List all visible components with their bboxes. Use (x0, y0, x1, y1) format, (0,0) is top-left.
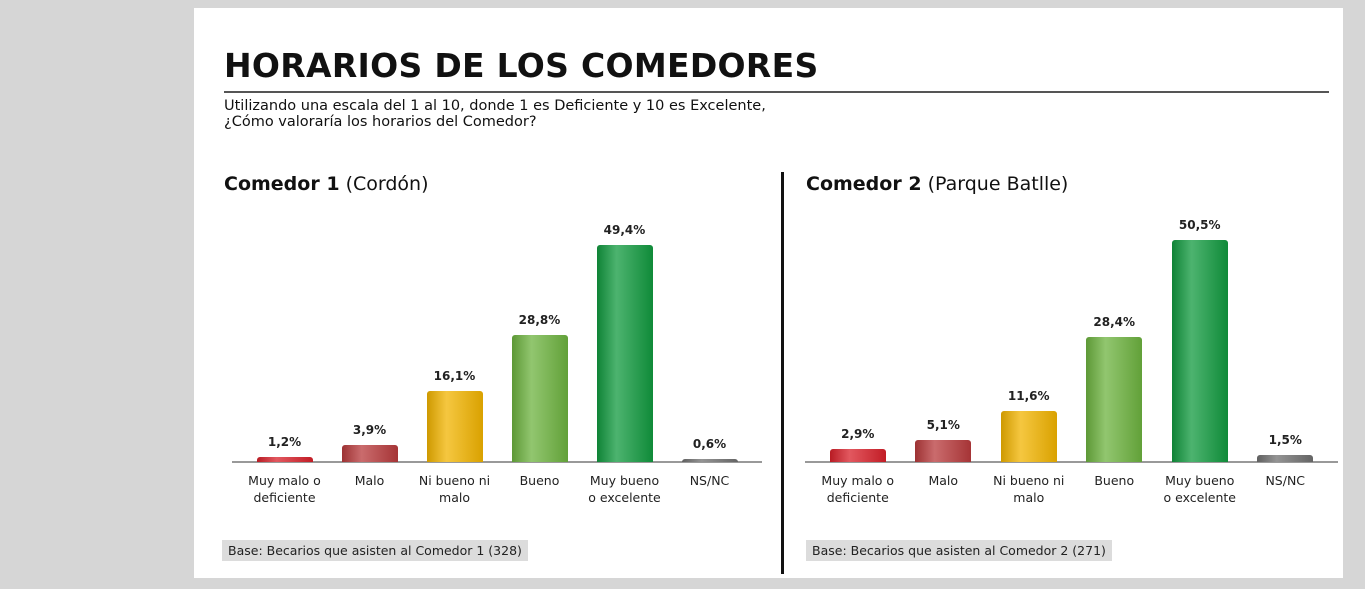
value-label: 28,8% (518, 313, 561, 328)
category-label: Muy bueno o excelente (1163, 473, 1236, 505)
chart-title-group: Comedor 2 (Parque Batlle) (806, 173, 1068, 195)
value-label: 5,1% (926, 417, 960, 432)
value-label: 49,4% (603, 222, 646, 237)
chart-title-group: Comedor 1 (Cordón) (224, 173, 429, 195)
bar (341, 444, 398, 463)
category-label: NS/NC (1265, 473, 1306, 488)
base-note: Base: Becarios que asisten al Comedor 2 … (806, 540, 1112, 561)
value-label: 28,4% (1093, 315, 1136, 330)
bar (426, 391, 483, 462)
category-label: Muy bueno o excelente (588, 473, 661, 505)
title-rule (224, 91, 1329, 93)
bar (1171, 239, 1228, 463)
value-label: 1,2% (267, 434, 302, 449)
value-label: 1,5% (1268, 433, 1302, 448)
bar (915, 439, 972, 463)
subtitle-line: Utilizando una escala del 1 al 10, donde… (224, 98, 766, 114)
category-label: Malo (354, 473, 385, 488)
category-label: Malo (928, 473, 959, 488)
divider (781, 172, 784, 574)
bar (596, 244, 653, 463)
chart-title: Comedor 2 (806, 173, 922, 195)
value-label: 16,1% (433, 369, 476, 384)
baseline (232, 461, 762, 463)
bar (681, 459, 738, 463)
value-label: 0,6% (692, 437, 727, 451)
bar (256, 456, 313, 463)
bar (1086, 337, 1143, 462)
chart-subtitle: (Cordón) (345, 173, 429, 195)
value-label: 11,6% (1007, 388, 1050, 403)
bar (829, 449, 886, 462)
category-label: Muy malo o deficiente (248, 473, 321, 505)
bar (1257, 455, 1314, 462)
page-title: HORARIOS DE LOS COMEDORES (224, 46, 819, 85)
category-label: Bueno (519, 473, 560, 488)
baseline (805, 461, 1338, 463)
chart-subtitle: (Parque Batlle) (927, 173, 1069, 195)
category-label: Muy malo o deficiente (821, 473, 895, 505)
chart-title: Comedor 1 (224, 173, 340, 195)
value-label: 3,9% (352, 422, 387, 437)
value-label: 50,5% (1178, 217, 1221, 232)
bar (511, 335, 568, 462)
base-note: Base: Becarios que asisten al Comedor 1 … (222, 540, 528, 561)
bar (1000, 410, 1057, 463)
value-label: 2,9% (841, 427, 875, 442)
category-label: Ni bueno ni malo (993, 473, 1065, 505)
category-label: NS/NC (689, 473, 730, 488)
subtitle-line: ¿Cómo valoraría los horarios del Comedor… (224, 114, 537, 130)
category-label: Bueno (1094, 473, 1135, 488)
category-label: Ni bueno ni malo (418, 473, 491, 505)
panel (194, 8, 1343, 578)
